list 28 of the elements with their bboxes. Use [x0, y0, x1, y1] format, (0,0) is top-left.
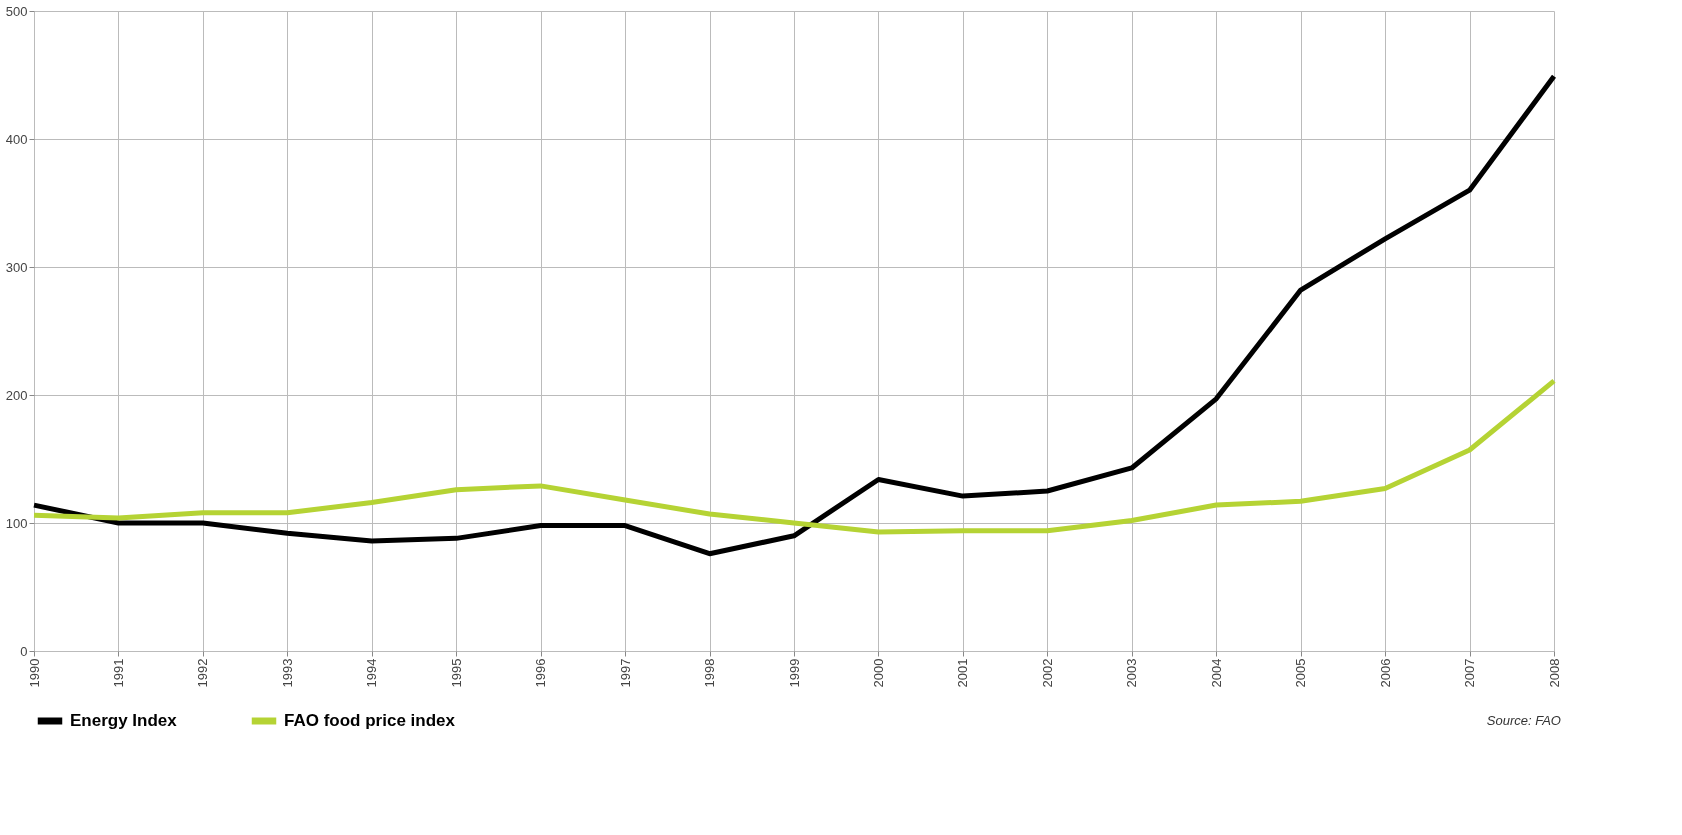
x-tick-label: 2008 [1546, 658, 1562, 688]
x-tick-label: 1994 [364, 658, 380, 688]
x-tick-label: 1996 [533, 658, 549, 688]
x-tick-label: 1991 [110, 658, 126, 688]
x-tick-label: 2003 [1124, 658, 1140, 688]
x-tick-label: 1992 [195, 658, 211, 688]
x-tick-label: 1990 [26, 658, 42, 688]
x-tick-label: 2002 [1039, 658, 1055, 688]
y-tick-label: 500 [5, 3, 28, 19]
y-tick-label: 200 [5, 387, 28, 403]
y-tick-label: 300 [5, 259, 28, 275]
legend-label: FAO food price index [284, 711, 456, 730]
x-tick-label: 1993 [279, 658, 295, 688]
y-tick-label: 0 [20, 643, 28, 659]
x-tick-label: 2000 [870, 658, 886, 688]
y-tick-label: 100 [5, 515, 28, 531]
x-tick-label: 2004 [1208, 658, 1224, 688]
legend-label: Energy Index [70, 711, 178, 730]
x-tick-label: 2006 [1377, 658, 1393, 688]
source-note: Source: FAO [1486, 713, 1561, 728]
x-tick-label: 1998 [702, 658, 718, 688]
x-tick-label: 1999 [786, 658, 802, 688]
x-tick-label: 1997 [617, 658, 633, 688]
x-tick-label: 2007 [1462, 658, 1478, 688]
x-tick-label: 2005 [1293, 658, 1309, 688]
x-tick-label: 2001 [955, 658, 971, 688]
y-tick-label: 400 [5, 131, 28, 147]
x-tick-label: 1995 [448, 658, 464, 688]
